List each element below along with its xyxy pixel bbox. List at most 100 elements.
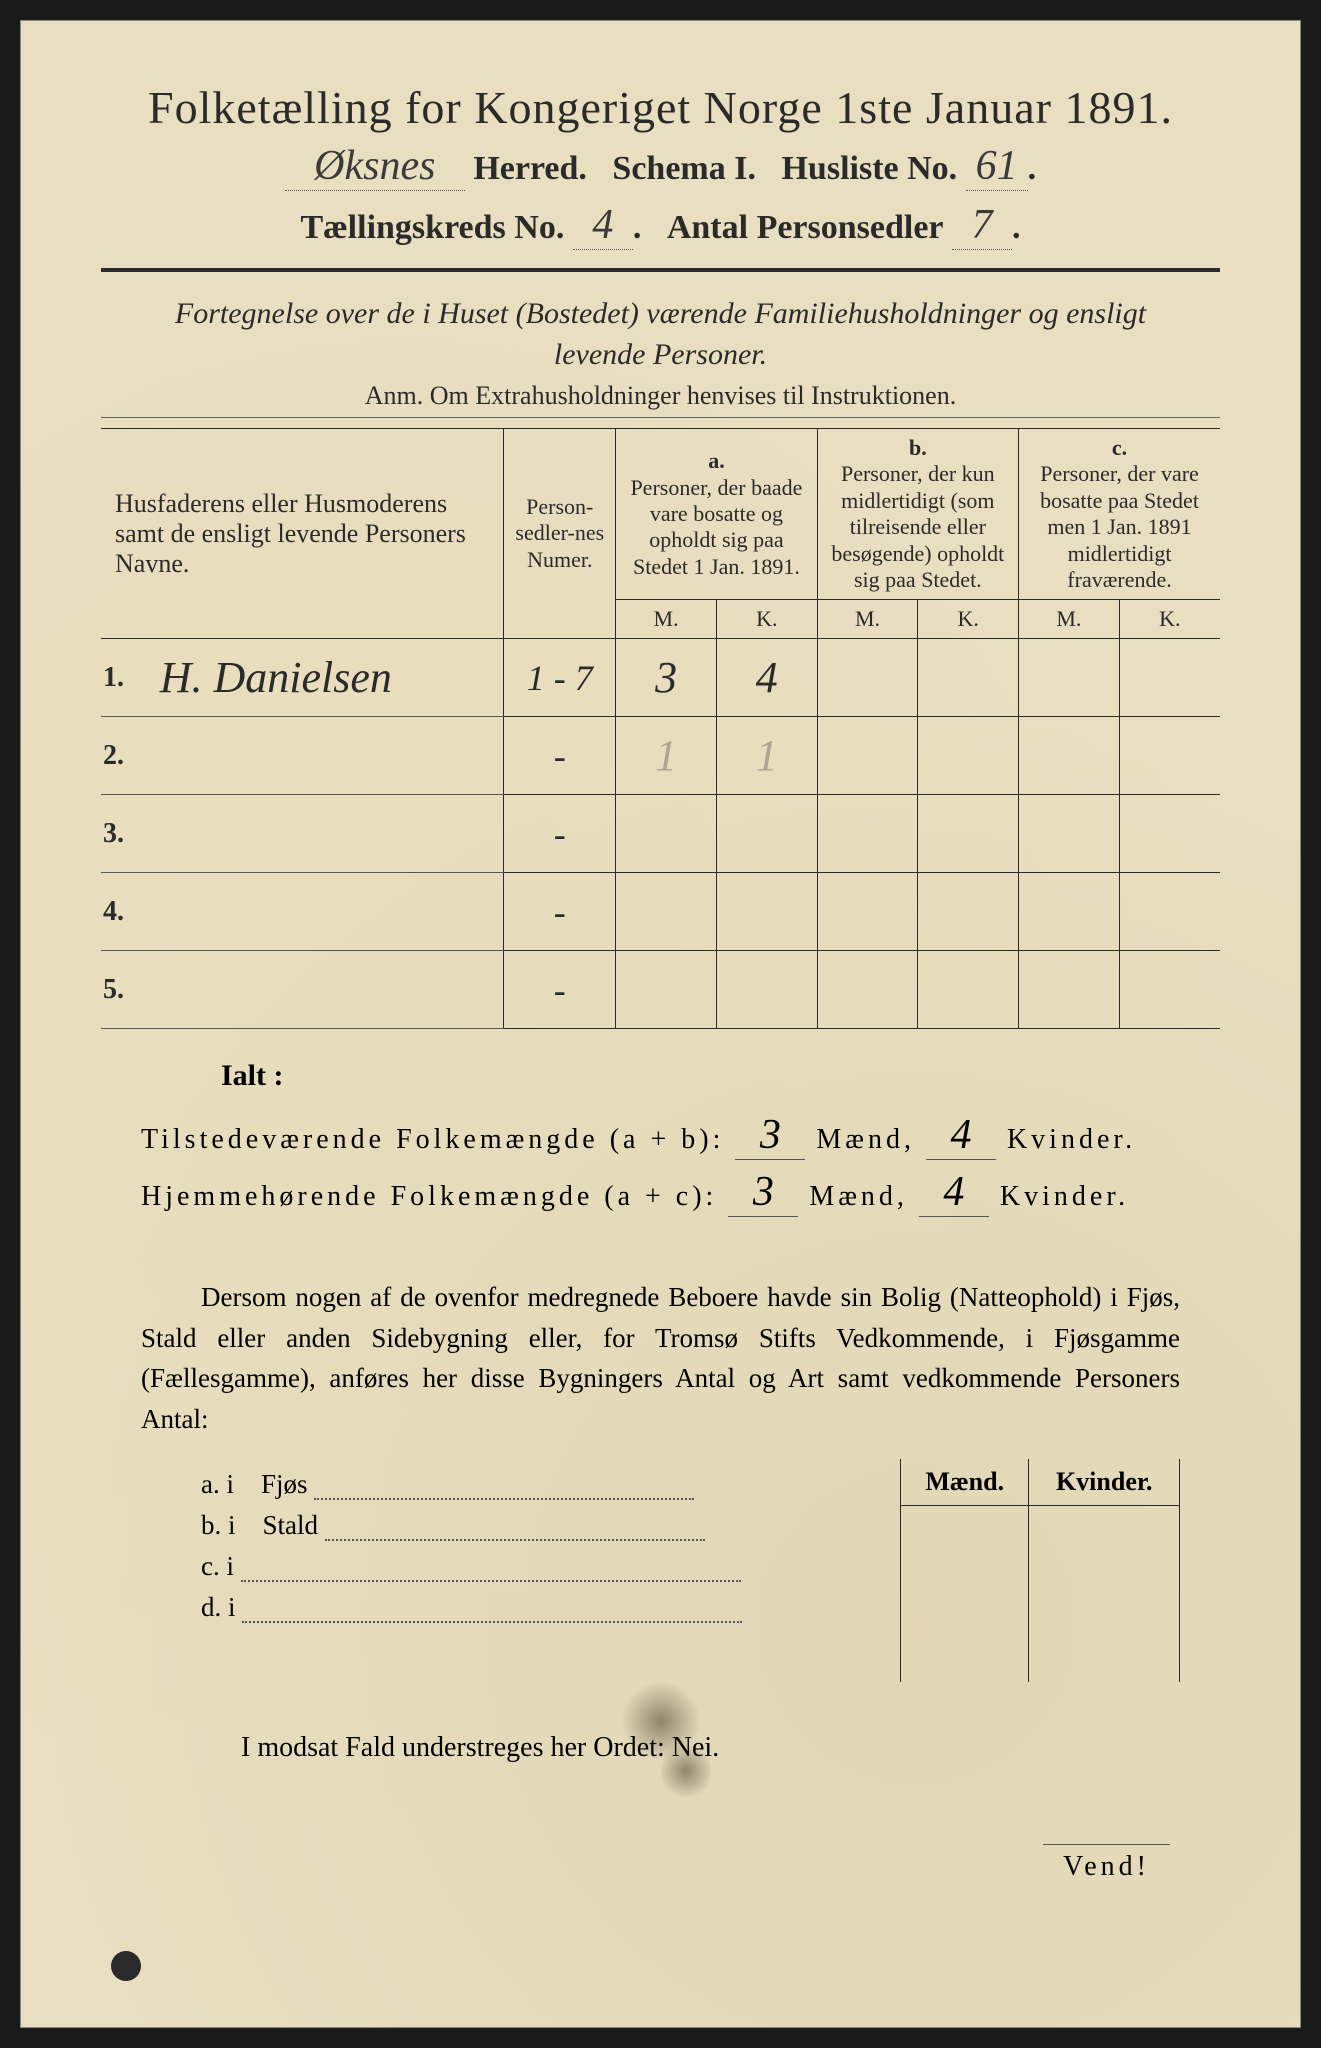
c-m-cell bbox=[1019, 795, 1120, 873]
b-m-label: M. bbox=[817, 600, 918, 639]
husliste-label: Husliste No. bbox=[781, 150, 957, 187]
header-line-1: Øksnes Herred. Schema I. Husliste No. 61… bbox=[101, 142, 1220, 191]
fortegnelse-line1: Fortegnelse over de i Huset (Bostedet) v… bbox=[175, 297, 1146, 330]
row-number: 2. bbox=[101, 717, 146, 795]
fortegnelse-line2: levende Personer. bbox=[554, 338, 767, 371]
table-row: 4. - bbox=[101, 873, 1220, 951]
total-line-2: Hjemmehørende Folkemængde (a + c): 3 Mæn… bbox=[141, 1168, 1220, 1217]
table-row: 5. - bbox=[101, 951, 1220, 1029]
building-row: a. i Fjøs bbox=[201, 1469, 900, 1500]
building-prefix: a. i bbox=[201, 1469, 234, 1499]
header-line-2: Tællingskreds No. 4. Antal Personsedler … bbox=[101, 201, 1220, 250]
total1-label: Tilstedeværende Folkemængde (a + b): bbox=[141, 1124, 724, 1155]
sedler-cell: - bbox=[504, 873, 616, 951]
divider-rule bbox=[101, 268, 1220, 272]
mk-table: Mænd. Kvinder. bbox=[900, 1459, 1180, 1682]
table-row: 3. - bbox=[101, 795, 1220, 873]
a-k-cell bbox=[716, 873, 817, 951]
row-number: 1. bbox=[101, 639, 146, 717]
mk-cell bbox=[1029, 1550, 1180, 1594]
husliste-value: 61 bbox=[966, 142, 1028, 191]
row-number: 3. bbox=[101, 795, 146, 873]
name-cell bbox=[146, 717, 504, 795]
stain-mark bbox=[111, 1951, 141, 1981]
schema-label: Schema I. bbox=[612, 150, 756, 187]
kvinder-label-1: Kvinder. bbox=[1007, 1124, 1136, 1155]
total2-m: 3 bbox=[728, 1168, 798, 1217]
c-m-cell bbox=[1019, 639, 1120, 717]
census-document-page: Folketælling for Kongeriget Norge 1ste J… bbox=[20, 20, 1301, 2028]
c-m-cell bbox=[1019, 873, 1120, 951]
c-k-cell bbox=[1119, 717, 1220, 795]
building-section: a. i Fjøs b. i Stald c. i d. i Mænd. Kvi… bbox=[201, 1459, 1180, 1682]
mk-m-header: Mænd. bbox=[901, 1459, 1029, 1506]
mk-cell bbox=[901, 1506, 1029, 1550]
c-m-label: M. bbox=[1019, 600, 1120, 639]
a-k-cell: 4 bbox=[716, 639, 817, 717]
total1-m: 3 bbox=[735, 1111, 805, 1160]
building-row: d. i bbox=[201, 1592, 900, 1623]
col-name-header: Husfaderens eller Husmoderens samt de en… bbox=[101, 429, 504, 639]
c-k-cell bbox=[1119, 951, 1220, 1029]
sedler-cell: - bbox=[504, 795, 616, 873]
name-cell: H. Danielsen bbox=[146, 639, 504, 717]
kreds-label: Tællingskreds No. bbox=[300, 209, 564, 246]
table-row: 1.H. Danielsen1 - 734 bbox=[101, 639, 1220, 717]
building-list: a. i Fjøs b. i Stald c. i d. i bbox=[201, 1459, 900, 1682]
name-cell bbox=[146, 795, 504, 873]
mk-cell bbox=[1029, 1638, 1180, 1682]
ialt-label: Ialt : bbox=[221, 1059, 1220, 1093]
a-m-cell: 1 bbox=[616, 717, 717, 795]
building-row: c. i bbox=[201, 1551, 900, 1582]
table-row: 2.-11 bbox=[101, 717, 1220, 795]
sedler-cell: 1 - 7 bbox=[504, 639, 616, 717]
b-m-cell bbox=[817, 717, 918, 795]
total2-label: Hjemmehørende Folkemængde (a + c): bbox=[141, 1181, 717, 1212]
b-k-cell bbox=[918, 639, 1019, 717]
b-m-cell bbox=[817, 873, 918, 951]
building-row: b. i Stald bbox=[201, 1510, 900, 1541]
c-m-cell bbox=[1019, 717, 1120, 795]
a-m-cell bbox=[616, 795, 717, 873]
sedler-cell: - bbox=[504, 951, 616, 1029]
col-num-header: Person-sedler-nes Numer. bbox=[504, 429, 616, 639]
anm-note: Anm. Om Extrahusholdninger henvises til … bbox=[101, 381, 1220, 418]
a-k-cell bbox=[716, 951, 817, 1029]
row-number: 4. bbox=[101, 873, 146, 951]
dersom-paragraph: Dersom nogen af de ovenfor medregnede Be… bbox=[141, 1277, 1180, 1439]
a-m-cell bbox=[616, 951, 717, 1029]
b-k-cell bbox=[918, 951, 1019, 1029]
mk-cell bbox=[901, 1594, 1029, 1638]
building-prefix: d. i bbox=[201, 1592, 236, 1622]
maend-label-1: Mænd, bbox=[816, 1124, 915, 1155]
mk-cell bbox=[901, 1638, 1029, 1682]
col-b-header: b. Personer, der kun midlertidigt (som t… bbox=[817, 429, 1018, 600]
c-k-cell bbox=[1119, 639, 1220, 717]
census-table: Husfaderens eller Husmoderens samt de en… bbox=[101, 428, 1220, 1029]
a-k-label: K. bbox=[716, 600, 817, 639]
c-m-cell bbox=[1019, 951, 1120, 1029]
a-m-cell: 3 bbox=[616, 639, 717, 717]
total1-k: 4 bbox=[926, 1111, 996, 1160]
building-prefix: c. i bbox=[201, 1551, 234, 1581]
c-k-cell bbox=[1119, 795, 1220, 873]
fortegnelse-heading: Fortegnelse over de i Huset (Bostedet) v… bbox=[101, 294, 1220, 375]
a-k-cell: 1 bbox=[716, 717, 817, 795]
b-k-label: K. bbox=[918, 600, 1019, 639]
b-m-cell bbox=[817, 639, 918, 717]
total2-k: 4 bbox=[919, 1168, 989, 1217]
total-line-1: Tilstedeværende Folkemængde (a + b): 3 M… bbox=[141, 1111, 1220, 1160]
vend-label: Vend! bbox=[1043, 1844, 1170, 1883]
b-k-cell bbox=[918, 795, 1019, 873]
kvinder-label-2: Kvinder. bbox=[1000, 1181, 1129, 1212]
b-m-cell bbox=[817, 951, 918, 1029]
row-number: 5. bbox=[101, 951, 146, 1029]
a-k-cell bbox=[716, 795, 817, 873]
col-c-header: c. Personer, der vare bosatte paa Stedet… bbox=[1019, 429, 1220, 600]
col-a-header: a. Personer, der baade vare bosatte og o… bbox=[616, 429, 817, 600]
c-k-label: K. bbox=[1119, 600, 1220, 639]
document-title: Folketælling for Kongeriget Norge 1ste J… bbox=[101, 81, 1220, 134]
maend-label-2: Mænd, bbox=[809, 1181, 908, 1212]
mk-cell bbox=[1029, 1594, 1180, 1638]
name-cell bbox=[146, 951, 504, 1029]
